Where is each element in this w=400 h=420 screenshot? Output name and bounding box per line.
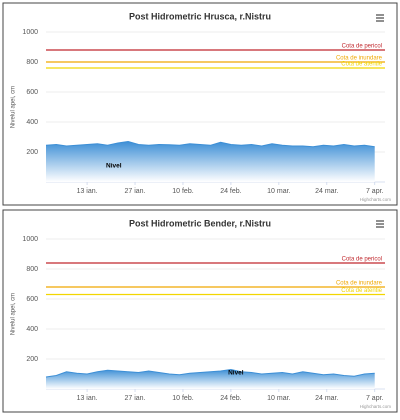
y-tick-label: 200 [26, 356, 38, 363]
x-tick-label: 13 ian. [77, 188, 98, 195]
y-axis-label: Nivelul apei, cm [11, 293, 17, 335]
chart-title: Post Hidrometric Bender, r.Nistru [129, 218, 271, 228]
plot-line-label: Cota de pericol [342, 44, 382, 50]
y-tick-label: 400 [26, 119, 38, 126]
series-label: Nivel [228, 370, 244, 377]
plot-line-label: Cota de inundare [336, 281, 383, 287]
y-axis-label: Nivelul apei, cm [11, 86, 17, 128]
y-tick-label: 800 [26, 266, 38, 273]
series-line [45, 368, 375, 378]
x-tick-label: 7 apr. [366, 188, 384, 195]
chart-title: Post Hidrometric Hrusca, r.Nistru [129, 11, 271, 21]
credits: Highcharts.com [360, 197, 392, 202]
x-tick-label: 10 mar. [267, 395, 290, 402]
series-label: Nivel [106, 163, 122, 170]
x-tick-label: 13 ian. [77, 395, 98, 402]
y-tick-label: 1000 [22, 29, 38, 36]
y-tick-label: 200 [26, 149, 38, 156]
series-line [45, 140, 375, 148]
y-tick-label: 600 [26, 296, 38, 303]
x-tick-label: 24 mar. [315, 188, 338, 195]
plot-line-label: Cota de atentie [341, 62, 382, 68]
plot-line-label: Cota de inundare [336, 56, 383, 62]
plot-line-label: Cota de pericol [342, 257, 382, 263]
x-tick-label: 10 feb. [172, 395, 193, 402]
x-tick-label: 7 apr. [366, 395, 384, 402]
x-tick-label: 27 ian. [125, 395, 146, 402]
menu-icon[interactable] [376, 14, 384, 22]
credits: Highcharts.com [360, 404, 392, 409]
x-tick-label: 24 feb. [220, 188, 241, 195]
x-tick-label: 10 feb. [172, 188, 193, 195]
area [46, 141, 375, 182]
y-tick-label: 600 [26, 89, 38, 96]
plot-line-label: Cota de atentie [341, 288, 382, 294]
y-tick-label: 800 [26, 59, 38, 66]
x-tick-label: 24 mar. [315, 395, 338, 402]
y-tick-label: 1000 [22, 236, 38, 243]
y-tick-label: 400 [26, 326, 38, 333]
x-tick-label: 27 ian. [125, 188, 146, 195]
x-tick-label: 10 mar. [267, 188, 290, 195]
menu-icon[interactable] [376, 220, 384, 228]
x-tick-label: 24 feb. [220, 395, 241, 402]
